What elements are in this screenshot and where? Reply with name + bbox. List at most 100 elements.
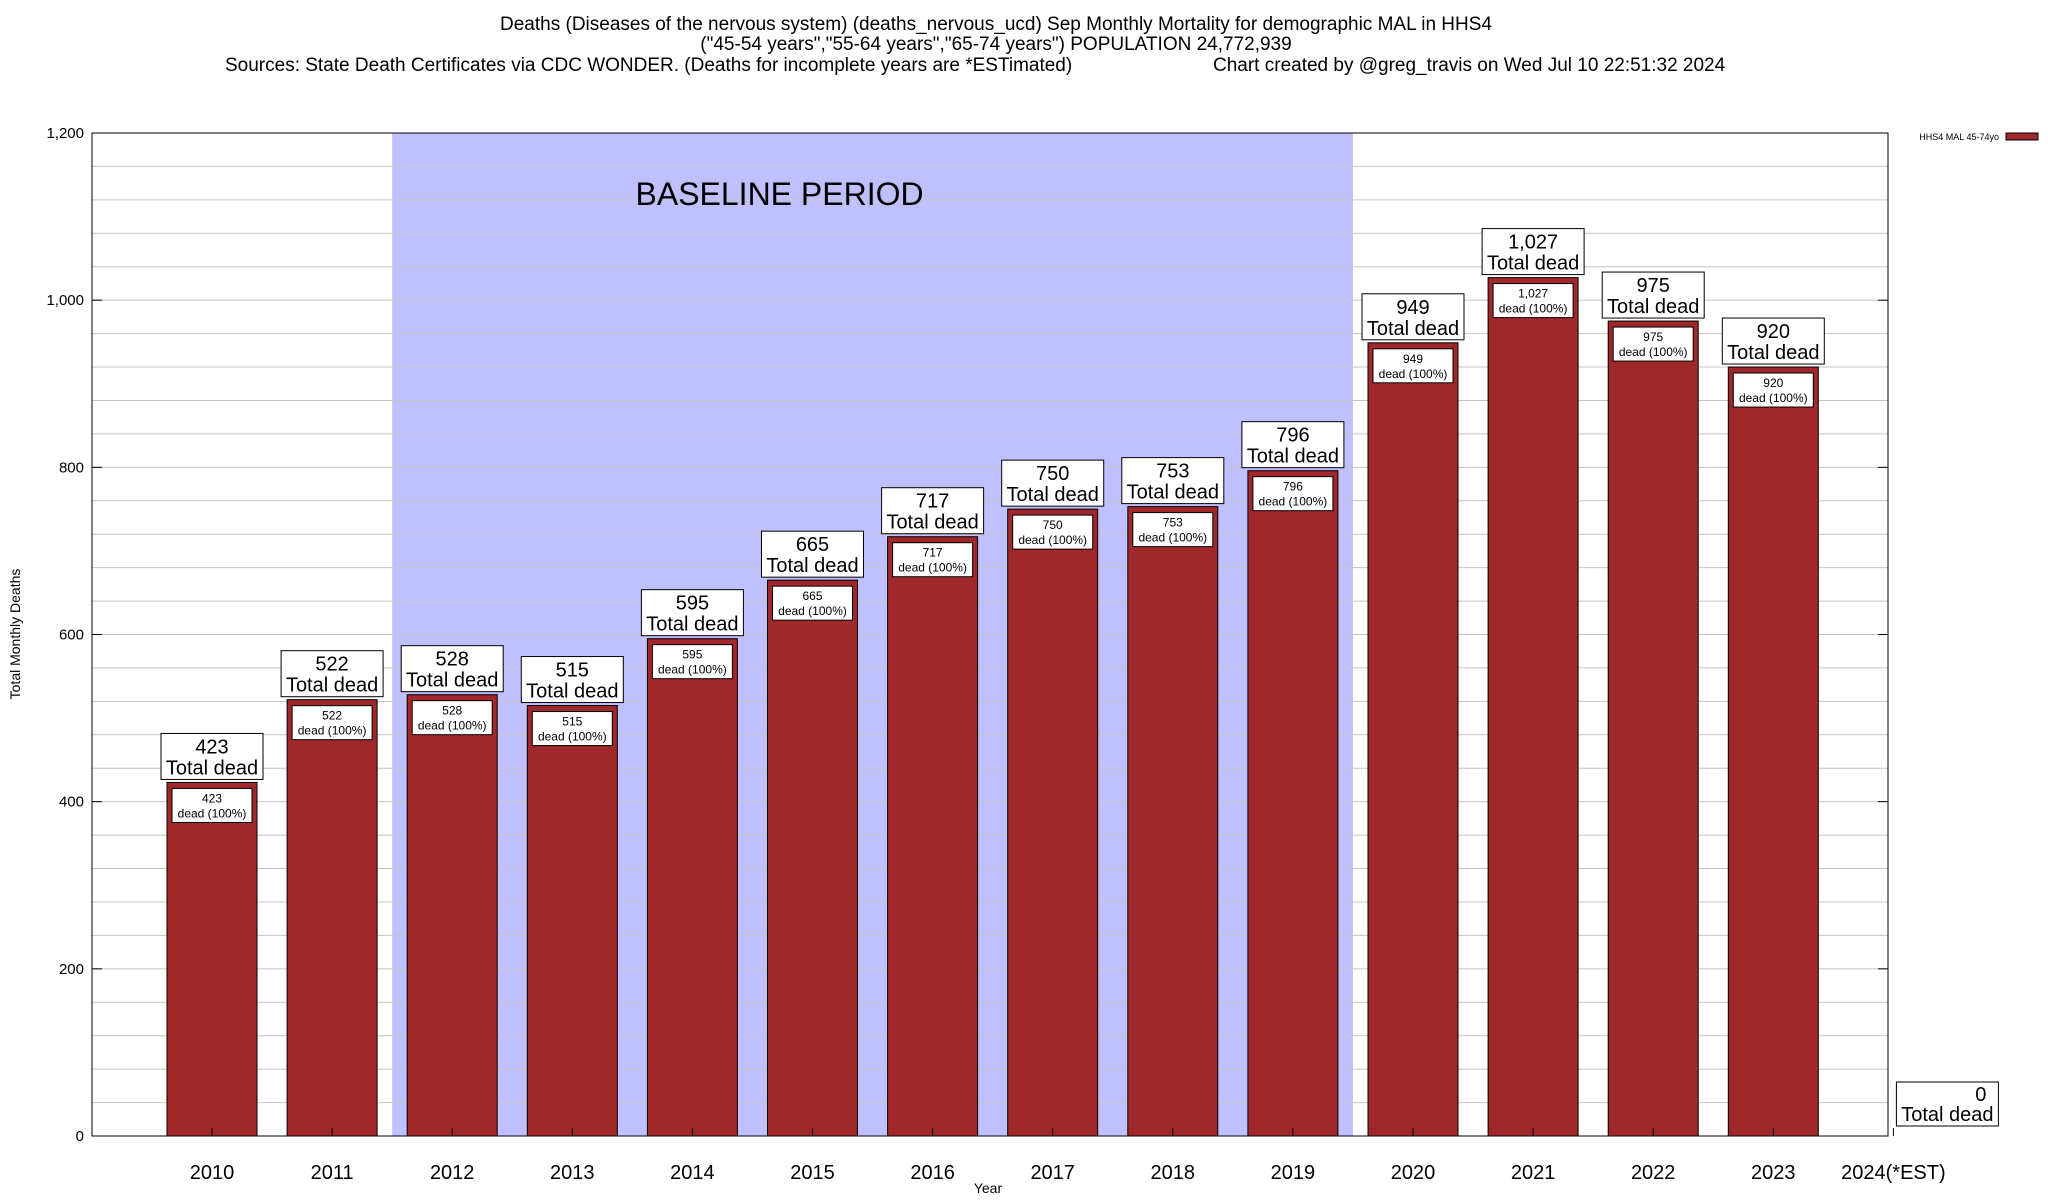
bar [1007,508,1099,1137]
inner-percent-label: dead (100%) [1018,533,1087,547]
inner-value-label: 750 [1043,518,1063,532]
bar [1127,506,1219,1137]
inner-label-box [1012,514,1094,550]
y-tick-label: 800 [59,459,84,476]
inner-value-label: 949 [1403,352,1423,366]
x-tick-label: 2016 [910,1162,955,1184]
bar [1487,277,1579,1137]
bar [887,536,979,1137]
inner-label-box [531,711,613,747]
total-dead-label: Total dead [1727,342,1819,364]
bar [1367,342,1459,1137]
inner-label-box [1732,372,1814,408]
bar [1607,320,1699,1137]
x-tick-label: 2019 [1271,1162,1316,1184]
total-dead-label: Total dead [1367,318,1459,340]
total-label-box [761,530,864,578]
plot-border [91,132,1889,1137]
x-tick-label: 2020 [1391,1162,1436,1184]
total-dead-label: Total dead [1007,484,1099,506]
inner-value-label: 1,027 [1518,287,1548,301]
inner-label-box [1612,326,1694,362]
total-dead-label: Total dead [526,681,618,703]
total-dead-label: Total dead [766,555,858,577]
inner-label-box [1492,283,1574,319]
bar [406,694,498,1137]
inner-percent-label: dead (100%) [1379,367,1448,381]
x-tick-label: 2014 [670,1162,715,1184]
inner-label-box [1252,476,1334,512]
total-value-label: 1,027 [1508,232,1558,254]
x-tick-label: 2012 [430,1162,475,1184]
inner-value-label: 975 [1643,330,1663,344]
bar [526,705,618,1137]
total-label-box [280,650,384,698]
plot-area: 0 200 400 600 800 1,000 1,200 BASELINE PERIOD 42… [46,125,1999,1184]
total-label-box [1241,421,1345,469]
inner-label-box [1132,512,1214,548]
bar [286,699,378,1137]
total-dead-label: Total dead [1901,1104,1993,1126]
x-tick-label: 2018 [1151,1162,1196,1184]
inner-value-label: 665 [802,589,822,603]
inner-percent-label: dead (100%) [898,561,967,575]
y-tick-label: 400 [59,794,84,811]
inner-value-label: 515 [562,715,582,729]
y-tick-label: 1,200 [46,125,84,142]
inner-label-box [651,644,733,680]
inner-label-box [1372,348,1454,384]
inner-percent-label: dead (100%) [538,730,607,744]
inner-value-label: 423 [202,791,222,805]
total-dead-label: Total dead [1127,482,1219,504]
inner-percent-label: dead (100%) [1138,531,1207,545]
x-tick-label: 2010 [190,1162,235,1184]
total-label-box [1121,457,1225,505]
inner-percent-label: dead (100%) [778,604,847,618]
x-tick-label: 2024(*EST) [1841,1162,1946,1184]
total-value-label: 595 [676,593,709,615]
total-value-label: 0 [1975,1084,1986,1106]
total-label-box [1001,459,1105,507]
legend-label: HHS4 MAL 45-74yo [1919,132,1999,142]
total-label-box [881,487,985,535]
total-value-label: 975 [1637,275,1670,297]
inner-value-label: 920 [1763,376,1783,390]
inner-label-box [892,542,974,578]
total-value-label: 522 [315,654,348,676]
legend: HHS4 MAL 45-74yo [1919,132,2039,142]
y-tick-label: 600 [59,627,84,644]
inner-percent-label: dead (100%) [1739,391,1808,405]
total-value-label: 528 [436,649,469,671]
total-dead-label: Total dead [286,675,378,697]
total-label-box [160,732,264,780]
x-tick-label: 2021 [1511,1162,1556,1184]
total-value-label: 949 [1396,297,1429,319]
bar [646,638,738,1137]
inner-value-label: 796 [1283,480,1303,494]
y-axis-label: Total Monthly Deaths [7,569,23,700]
bar [1727,366,1819,1137]
chart-sources: Sources: State Death Certificates via CD… [225,55,1072,76]
bar [166,781,258,1137]
total-value-label: 717 [916,491,949,513]
total-label-box [1601,271,1705,319]
total-value-label: 753 [1156,461,1189,483]
inner-label-box [171,787,253,823]
total-label-box [1481,228,1585,276]
inner-value-label: 528 [442,704,462,718]
bar [1247,470,1339,1137]
inner-label-box [411,700,493,736]
total-value-label: 750 [1036,463,1069,485]
total-value-label: 515 [556,660,589,682]
total-label-box [400,645,504,693]
inner-percent-label: dead (100%) [658,663,727,677]
inner-label-box [291,705,373,741]
inner-value-label: 595 [682,648,702,662]
inner-percent-label: dead (100%) [418,719,487,733]
inner-value-label: 522 [322,709,342,723]
y-tick-label: 0 [76,1128,84,1145]
inner-percent-label: dead (100%) [1619,345,1688,359]
total-label-box [520,656,624,704]
x-tick-label: 2022 [1631,1162,1676,1184]
